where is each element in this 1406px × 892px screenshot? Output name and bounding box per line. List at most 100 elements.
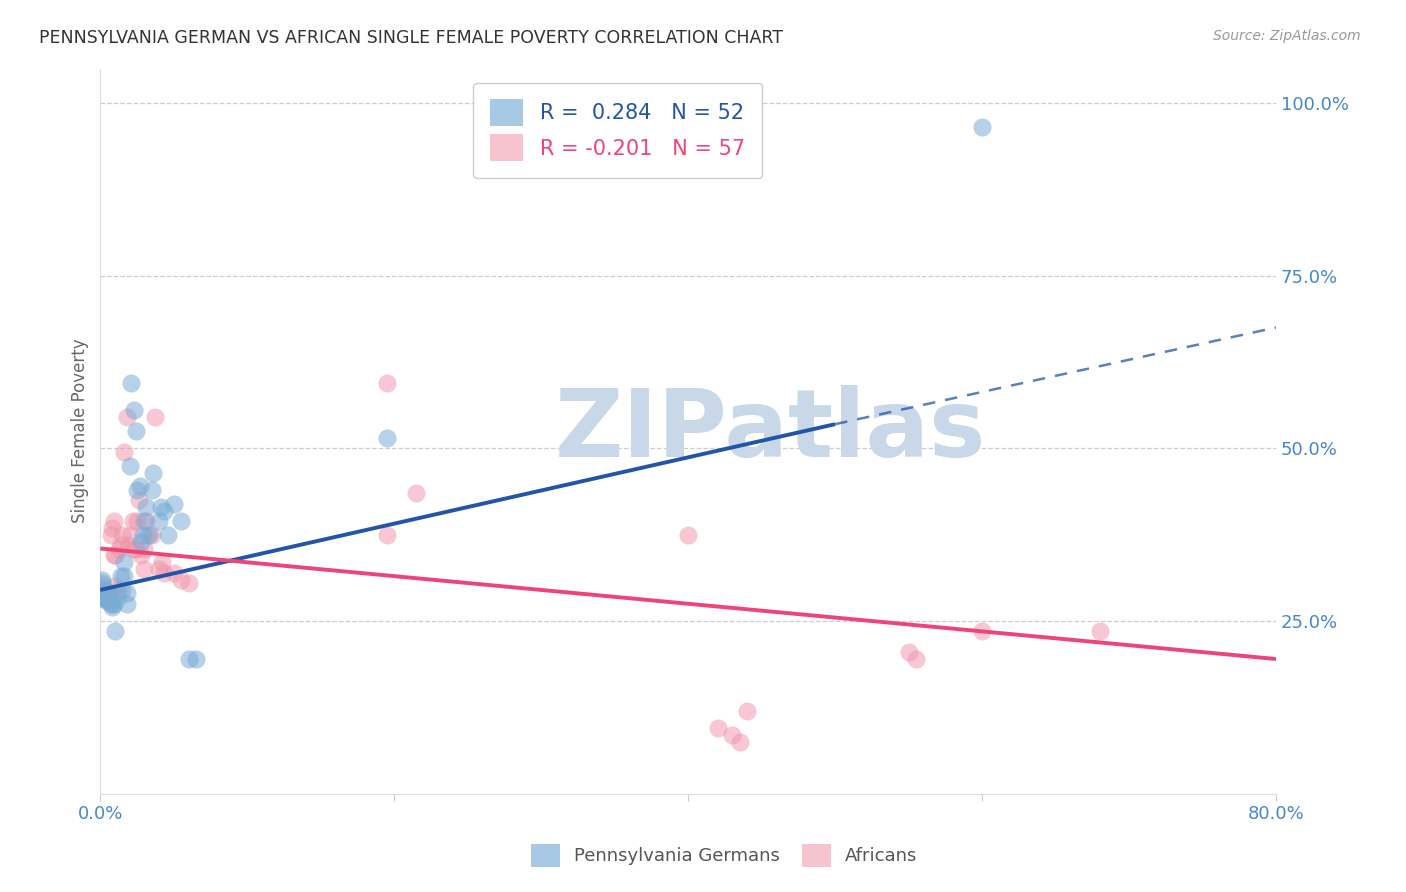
Point	[96, 590, 118, 604]
Point	[111, 582, 134, 597]
Point	[122, 541, 145, 556]
Point	[135, 500, 157, 514]
Point	[107, 590, 129, 604]
Point	[104, 579, 127, 593]
Point	[904, 652, 927, 666]
Point	[676, 527, 699, 541]
Point	[107, 582, 129, 597]
Point	[184, 652, 207, 666]
Point	[110, 538, 132, 552]
Point	[132, 527, 155, 541]
Point	[96, 593, 118, 607]
Point	[134, 562, 156, 576]
Point	[115, 410, 138, 425]
Point	[156, 527, 179, 541]
Point	[152, 503, 174, 517]
Point	[101, 597, 124, 611]
Point	[120, 376, 142, 390]
Point	[97, 593, 120, 607]
Point	[98, 586, 121, 600]
Point	[101, 521, 124, 535]
Point	[103, 549, 125, 563]
Point	[135, 514, 157, 528]
Point	[96, 586, 118, 600]
Point	[970, 120, 993, 135]
Point	[111, 527, 134, 541]
Point	[101, 600, 124, 615]
Point	[112, 445, 135, 459]
Point	[100, 527, 122, 541]
Point	[141, 483, 163, 497]
Point	[94, 586, 117, 600]
Point	[115, 586, 138, 600]
Point	[127, 483, 149, 497]
Point	[96, 593, 118, 607]
Point	[97, 586, 120, 600]
Point	[150, 555, 173, 569]
Point	[134, 541, 156, 556]
Point	[721, 728, 744, 742]
Point	[152, 566, 174, 580]
Point	[405, 486, 427, 500]
Point	[375, 376, 398, 390]
Point	[98, 590, 121, 604]
Point	[94, 586, 117, 600]
Point	[96, 590, 118, 604]
Point	[112, 569, 135, 583]
Point	[94, 590, 117, 604]
Point	[170, 573, 193, 587]
Point	[170, 514, 193, 528]
Point	[118, 527, 141, 541]
Text: ZIPatlas: ZIPatlas	[555, 385, 986, 477]
Point	[375, 527, 398, 541]
Point	[1088, 624, 1111, 639]
Point	[94, 582, 117, 597]
Point	[118, 458, 141, 473]
Point	[97, 590, 120, 604]
Point	[97, 590, 120, 604]
Point	[141, 527, 163, 541]
Point	[90, 576, 112, 591]
Point	[97, 593, 120, 607]
Point	[897, 645, 920, 659]
Point	[115, 597, 138, 611]
Point	[90, 573, 112, 587]
Point	[131, 534, 153, 549]
Point	[735, 704, 758, 718]
Point	[90, 582, 112, 597]
Point	[100, 597, 122, 611]
Point	[100, 593, 122, 607]
Point	[149, 500, 172, 514]
Point	[117, 538, 139, 552]
Point	[91, 582, 114, 597]
Point	[177, 576, 200, 591]
Point	[112, 555, 135, 569]
Point	[98, 593, 121, 607]
Point	[138, 527, 160, 541]
Point	[91, 590, 114, 604]
Point	[163, 566, 186, 580]
Point	[136, 527, 159, 541]
Text: PENNSYLVANIA GERMAN VS AFRICAN SINGLE FEMALE POVERTY CORRELATION CHART: PENNSYLVANIA GERMAN VS AFRICAN SINGLE FE…	[39, 29, 783, 46]
Point	[148, 562, 170, 576]
Point	[128, 493, 150, 508]
Point	[163, 497, 186, 511]
Point	[103, 597, 125, 611]
Point	[94, 582, 117, 597]
Point	[90, 579, 112, 593]
Point	[91, 590, 114, 604]
Point	[127, 514, 149, 528]
Point	[706, 721, 728, 735]
Point	[91, 586, 114, 600]
Y-axis label: Single Female Poverty: Single Female Poverty	[72, 339, 89, 524]
Point	[375, 431, 398, 445]
Point	[177, 652, 200, 666]
Point	[121, 514, 143, 528]
Point	[108, 541, 131, 556]
Point	[103, 514, 125, 528]
Point	[90, 582, 112, 597]
Point	[124, 541, 146, 556]
Point	[124, 424, 146, 438]
Point	[148, 514, 170, 528]
Legend: R =  0.284   N = 52, R = -0.201   N = 57: R = 0.284 N = 52, R = -0.201 N = 57	[474, 83, 762, 178]
